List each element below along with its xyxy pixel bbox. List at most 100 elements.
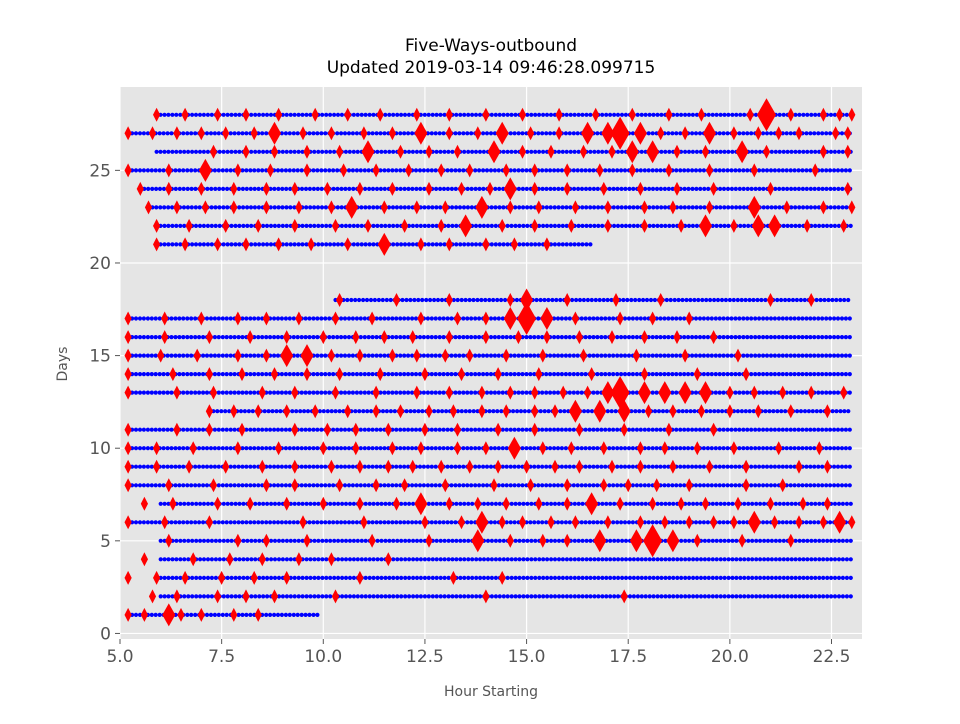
data-dot — [339, 335, 344, 340]
data-dot — [425, 483, 430, 488]
data-dot — [355, 538, 360, 543]
data-dot — [402, 372, 407, 377]
data-dot — [308, 112, 313, 117]
data-dot — [166, 223, 171, 228]
data-dot — [729, 335, 734, 340]
data-dot — [789, 205, 794, 210]
data-dot — [611, 205, 616, 210]
data-dot — [596, 205, 601, 210]
data-dot — [575, 372, 580, 377]
data-diamond — [531, 181, 539, 196]
data-dot — [402, 205, 407, 210]
data-dot — [461, 427, 466, 432]
data-dot — [475, 297, 480, 303]
data-dot — [387, 594, 392, 599]
data-dot — [638, 316, 643, 321]
data-dot — [319, 168, 324, 173]
data-dot — [220, 612, 225, 618]
data-dot — [678, 520, 683, 525]
data-dot — [706, 575, 711, 581]
data-dot — [516, 168, 521, 173]
data-dot — [687, 501, 692, 506]
data-dot — [478, 594, 483, 599]
data-dot — [789, 186, 794, 191]
data-dot — [216, 483, 221, 488]
data-dot — [571, 390, 576, 395]
data-dot — [312, 501, 317, 506]
data-dot — [567, 520, 572, 525]
data-dot — [157, 186, 163, 191]
data-dot — [149, 483, 154, 488]
data-dot — [721, 353, 726, 358]
data-dot — [813, 557, 818, 562]
data-dot — [805, 538, 810, 543]
data-dot — [473, 149, 479, 154]
data-dot — [185, 205, 190, 210]
data-dot — [225, 501, 230, 506]
data-dot — [524, 372, 529, 377]
data-dot — [406, 242, 412, 247]
data-diamond — [563, 293, 571, 307]
data-dot — [513, 223, 518, 228]
data-dot — [568, 205, 573, 210]
data-dot — [629, 409, 634, 414]
data-dot — [631, 557, 637, 562]
data-dot — [378, 353, 383, 358]
plot-area — [120, 87, 862, 639]
data-dot — [194, 575, 199, 581]
data-dot — [363, 242, 368, 247]
data-dot — [591, 446, 596, 451]
data-dot — [830, 297, 835, 303]
data-dot — [713, 372, 718, 377]
data-dot — [650, 186, 656, 191]
data-dot — [832, 483, 837, 488]
data-diamond — [703, 121, 716, 145]
data-dot — [237, 594, 242, 599]
data-diamond — [291, 181, 299, 196]
data-dot — [331, 372, 336, 377]
data-dot — [805, 575, 810, 581]
data-diamond — [527, 126, 535, 141]
data-dot — [362, 316, 367, 321]
data-dot — [426, 594, 431, 599]
data-dot — [165, 446, 170, 451]
data-dot — [567, 464, 572, 469]
data-diamond — [295, 200, 303, 215]
data-dot — [257, 538, 262, 543]
data-dot — [463, 297, 468, 303]
data-dot — [280, 205, 285, 210]
data-dot — [721, 427, 726, 432]
data-dot — [265, 501, 270, 506]
data-dot — [244, 427, 249, 432]
data-dot — [611, 520, 616, 525]
data-dot — [383, 223, 388, 228]
data-dot — [730, 112, 735, 117]
data-dot — [459, 297, 464, 303]
data-dot — [646, 372, 651, 377]
data-dot — [457, 483, 462, 488]
data-dot — [670, 372, 675, 377]
data-diamond — [319, 441, 327, 456]
data-dot — [292, 149, 297, 154]
data-dot — [525, 242, 530, 247]
data-diamond — [140, 552, 148, 567]
data-dot — [671, 501, 676, 506]
data-dot — [327, 316, 332, 321]
data-dot — [781, 186, 786, 191]
data-dot — [367, 186, 372, 191]
data-dot — [714, 112, 719, 117]
data-dot — [784, 316, 789, 321]
data-dot — [697, 427, 703, 432]
data-diamond — [336, 367, 344, 382]
data-dot — [765, 575, 771, 581]
data-dot — [469, 186, 474, 191]
data-dot — [169, 446, 174, 451]
data-dot — [209, 186, 214, 191]
data-dot — [438, 149, 443, 154]
data-diamond — [417, 441, 425, 456]
data-dot — [489, 205, 494, 210]
data-dot — [690, 205, 695, 210]
data-dot — [772, 427, 778, 432]
data-dot — [568, 149, 573, 154]
data-dot — [769, 594, 775, 599]
